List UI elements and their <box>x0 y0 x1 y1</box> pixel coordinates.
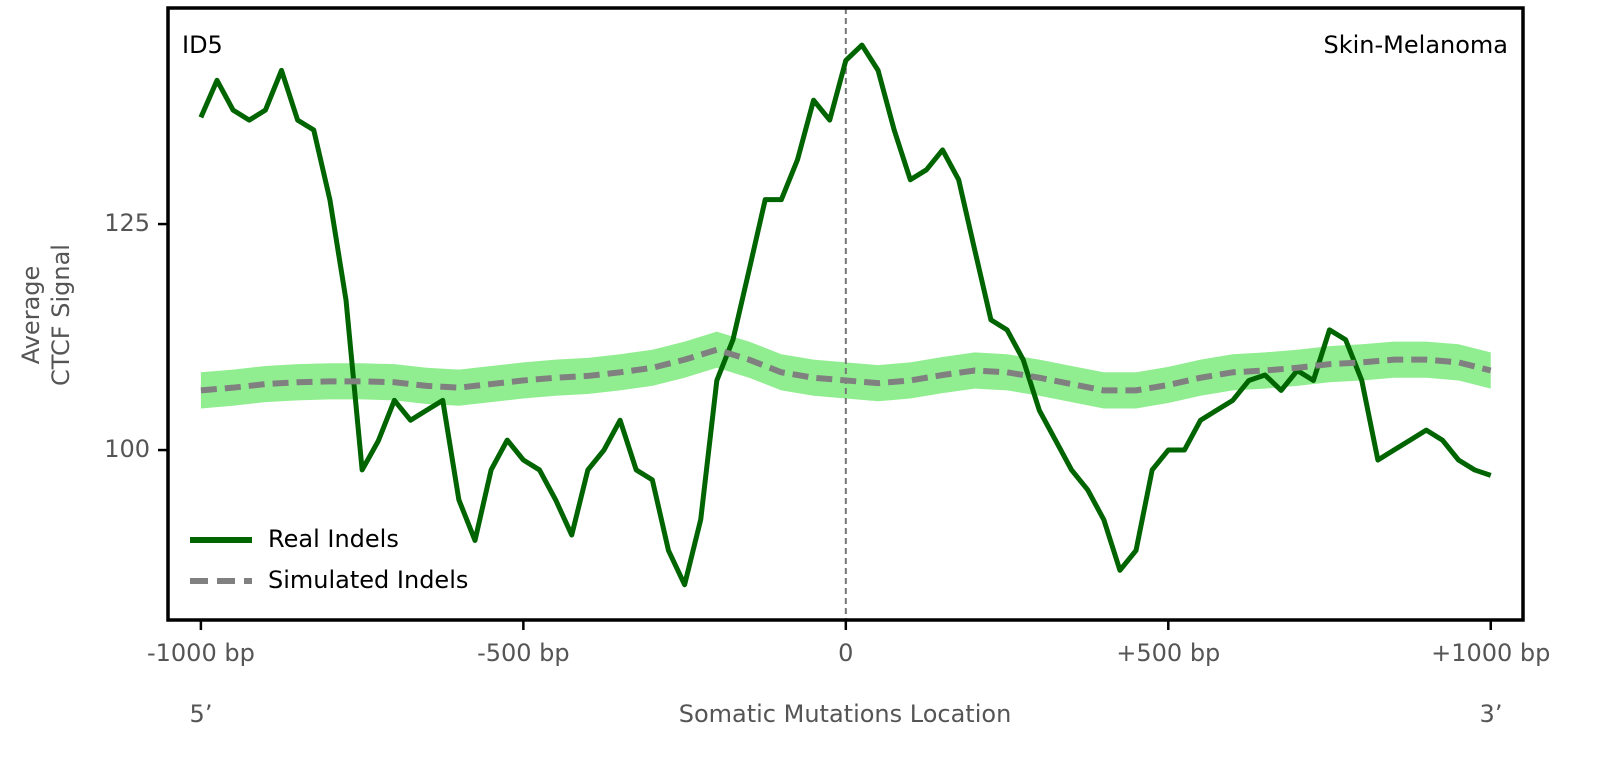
x-tick-label: -1000 bp <box>147 639 255 667</box>
y-tick-label: 100 <box>104 435 150 463</box>
y-axis-label-line: CTCF Signal <box>47 244 75 386</box>
x-tick-label: +500 bp <box>1116 639 1220 667</box>
chart-title: ID5 <box>182 31 223 59</box>
x-tick-label: +1000 bp <box>1431 639 1550 667</box>
chart-subtitle: Skin-Melanoma <box>1324 31 1509 59</box>
plot-area <box>198 8 1492 620</box>
series-line <box>200 346 1492 394</box>
series-line <box>198 42 1492 588</box>
plot-frame <box>166 6 1525 622</box>
y-axis-label: Average CTCF Signal <box>17 244 75 386</box>
x-tick-label: -500 bp <box>477 639 570 667</box>
left-end-label: 5’ <box>190 700 213 728</box>
y-tick-label: 125 <box>104 209 150 237</box>
legend-label: Real Indels <box>268 525 399 553</box>
x-tick-label: 0 <box>838 639 853 667</box>
legend-label: Simulated Indels <box>268 566 468 594</box>
y-axis-label-line: Average <box>17 266 45 365</box>
x-axis-label: Somatic Mutations Location <box>679 700 1012 728</box>
right-end-label: 3’ <box>1480 700 1503 728</box>
